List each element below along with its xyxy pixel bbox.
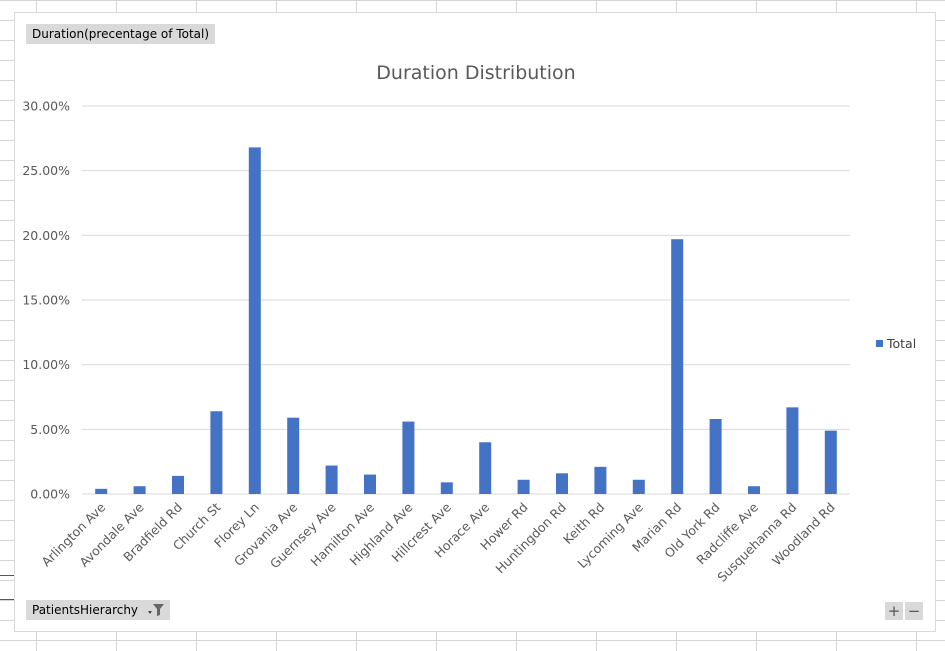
- value-field-button[interactable]: Duration(precentage of Total): [26, 24, 216, 44]
- collapse-field-button[interactable]: −: [905, 602, 923, 620]
- bar[interactable]: [709, 418, 722, 494]
- bar[interactable]: [556, 473, 568, 494]
- legend-label: Total: [886, 336, 916, 351]
- bar[interactable]: [479, 442, 492, 494]
- bar[interactable]: [325, 465, 338, 494]
- bar[interactable]: [95, 488, 108, 494]
- bar[interactable]: [786, 407, 799, 494]
- y-axis-ticks: 0.00% 5.00% 10.00% 15.00% 20.00% 25.00% 30.00%: [22, 99, 70, 502]
- y-tick-label: 25.00%: [22, 163, 70, 178]
- row-border-line: [0, 575, 14, 576]
- bar[interactable]: [440, 482, 453, 494]
- bar-series[interactable]: [95, 147, 837, 494]
- gridlines: [82, 105, 850, 495]
- expand-field-button[interactable]: +: [885, 602, 903, 620]
- axis-field-button[interactable]: PatientsHierarchy: [26, 600, 170, 620]
- x-tick-label: Huntingdon Rd: [492, 500, 569, 577]
- bar[interactable]: [402, 421, 415, 494]
- y-tick-label: 15.00%: [22, 293, 70, 308]
- axis-field-label: PatientsHierarchy: [32, 603, 139, 617]
- bar[interactable]: [632, 479, 645, 494]
- x-tick-label: Guernsey Ave: [267, 499, 339, 571]
- bar[interactable]: [210, 411, 223, 494]
- y-tick-label: 0.00%: [30, 487, 70, 502]
- bar[interactable]: [671, 239, 684, 494]
- bar[interactable]: [517, 479, 530, 494]
- bar[interactable]: [287, 417, 300, 494]
- y-tick-label: 10.00%: [22, 357, 70, 372]
- bar[interactable]: [133, 486, 146, 494]
- value-field-label: Duration(precentage of Total): [32, 27, 210, 41]
- bar[interactable]: [748, 486, 760, 494]
- chart-canvas: Duration Distribution 0.00% 5.00% 10.00% 15…: [22, 62, 916, 585]
- bar[interactable]: [172, 475, 184, 494]
- bar[interactable]: [248, 147, 261, 494]
- bar[interactable]: [594, 466, 607, 494]
- y-tick-label: 5.00%: [30, 422, 70, 437]
- legend-swatch: [876, 340, 883, 347]
- filter-icon[interactable]: [148, 603, 164, 617]
- chart-title: Duration Distribution: [376, 62, 575, 84]
- x-tick-label: Arlington Ave: [38, 499, 108, 569]
- y-tick-label: 30.00%: [22, 99, 70, 114]
- pivot-chart[interactable]: Duration Distribution 0.00% 5.00% 10.00% 15…: [14, 12, 936, 632]
- y-tick-label: 20.00%: [22, 228, 70, 243]
- bar[interactable]: [824, 430, 837, 494]
- bar[interactable]: [364, 474, 376, 494]
- row-border-line: [0, 599, 14, 600]
- legend[interactable]: Total: [876, 336, 916, 351]
